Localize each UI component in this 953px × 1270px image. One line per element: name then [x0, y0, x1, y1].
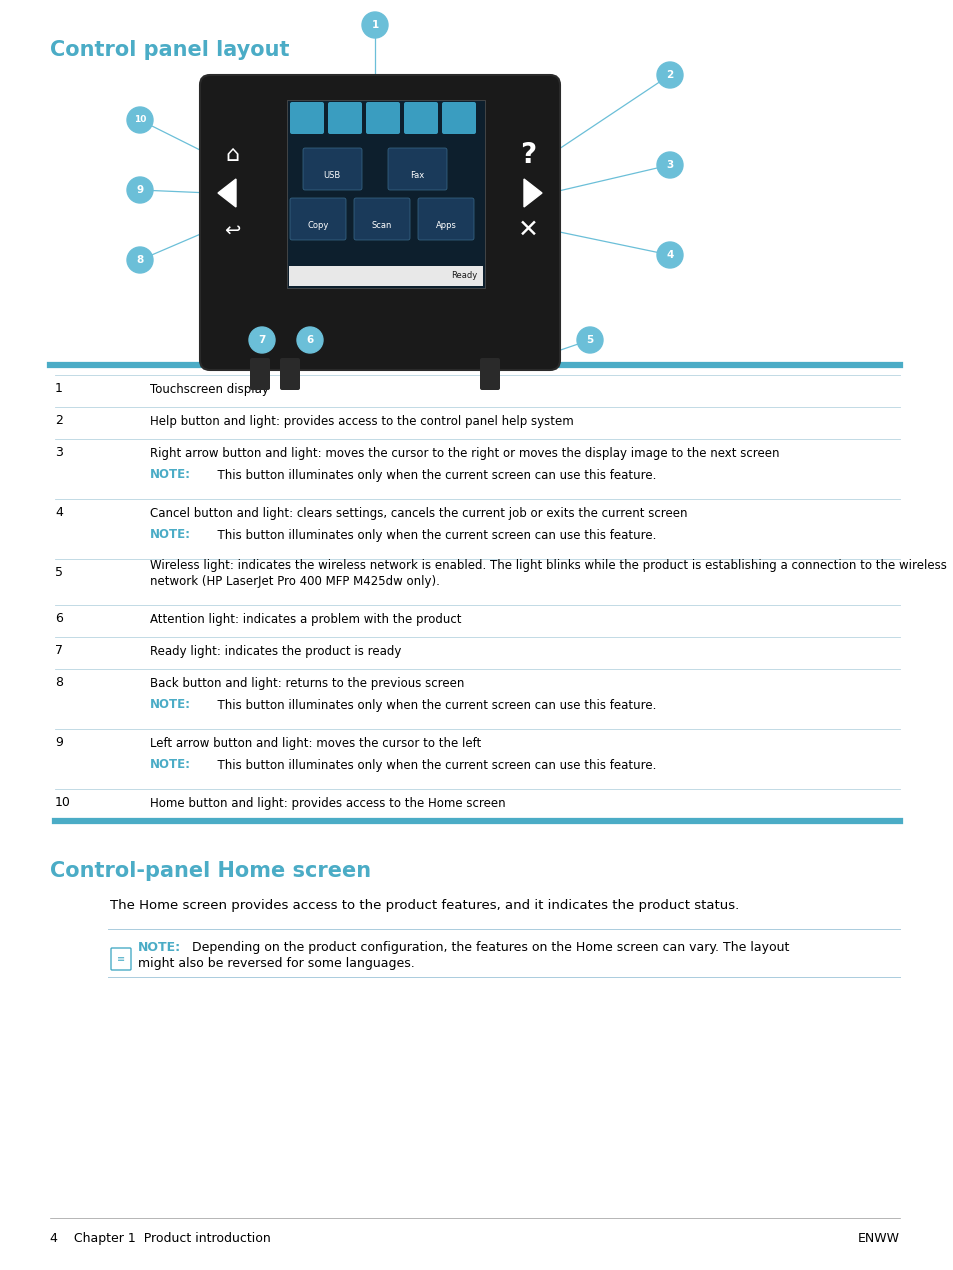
- FancyBboxPatch shape: [287, 100, 484, 288]
- Text: Scan: Scan: [372, 221, 392, 230]
- Polygon shape: [523, 179, 541, 207]
- Text: 7: 7: [258, 335, 265, 345]
- Circle shape: [296, 326, 323, 353]
- Text: Back button and light: returns to the previous screen: Back button and light: returns to the pr…: [150, 677, 464, 690]
- Text: NOTE:: NOTE:: [150, 528, 191, 541]
- Circle shape: [361, 11, 388, 38]
- Text: The Home screen provides access to the product features, and it indicates the pr: The Home screen provides access to the p…: [110, 899, 739, 912]
- Text: 1: 1: [55, 382, 63, 395]
- Text: 9: 9: [136, 185, 143, 196]
- Text: 2: 2: [666, 70, 673, 80]
- Text: might also be reversed for some languages.: might also be reversed for some language…: [138, 958, 415, 970]
- Text: 3: 3: [666, 160, 673, 170]
- Text: ENWW: ENWW: [857, 1232, 899, 1245]
- Circle shape: [657, 243, 682, 268]
- FancyBboxPatch shape: [479, 358, 499, 390]
- Text: 1: 1: [371, 20, 378, 30]
- Text: network (HP LaserJet Pro 400 MFP M425dw only).: network (HP LaserJet Pro 400 MFP M425dw …: [150, 574, 439, 588]
- Circle shape: [127, 107, 152, 133]
- Text: ↩: ↩: [224, 221, 240, 240]
- Text: 4: 4: [55, 507, 63, 519]
- Circle shape: [657, 152, 682, 178]
- FancyBboxPatch shape: [403, 102, 437, 135]
- FancyBboxPatch shape: [441, 102, 476, 135]
- Text: Cancel button and light: clears settings, cancels the current job or exits the c: Cancel button and light: clears settings…: [150, 507, 687, 519]
- Text: 9: 9: [55, 737, 63, 749]
- Text: USB: USB: [323, 171, 340, 180]
- Text: 8: 8: [55, 677, 63, 690]
- Text: ✕: ✕: [517, 218, 537, 243]
- FancyBboxPatch shape: [280, 358, 299, 390]
- Text: Copy: Copy: [307, 221, 329, 230]
- Text: ⌂: ⌂: [225, 145, 239, 165]
- FancyBboxPatch shape: [354, 198, 410, 240]
- Text: 4    Chapter 1  Product introduction: 4 Chapter 1 Product introduction: [50, 1232, 271, 1245]
- Text: 8: 8: [136, 255, 144, 265]
- Text: This button illuminates only when the current screen can use this feature.: This button illuminates only when the cu…: [210, 469, 656, 481]
- FancyBboxPatch shape: [289, 265, 482, 286]
- Text: Depending on the product configuration, the features on the Home screen can vary: Depending on the product configuration, …: [192, 941, 788, 954]
- Text: This button illuminates only when the current screen can use this feature.: This button illuminates only when the cu…: [210, 758, 656, 771]
- Text: 10: 10: [55, 796, 71, 809]
- Text: Attention light: indicates a problem with the product: Attention light: indicates a problem wit…: [150, 612, 461, 626]
- Text: Right arrow button and light: moves the cursor to the right or moves the display: Right arrow button and light: moves the …: [150, 447, 779, 460]
- Text: 7: 7: [55, 644, 63, 658]
- FancyBboxPatch shape: [388, 149, 447, 190]
- Text: 10: 10: [133, 116, 146, 124]
- Circle shape: [249, 326, 274, 353]
- Text: Ready: Ready: [450, 272, 476, 281]
- FancyBboxPatch shape: [250, 358, 270, 390]
- Text: Home button and light: provides access to the Home screen: Home button and light: provides access t…: [150, 796, 505, 809]
- Text: Touchscreen display: Touchscreen display: [150, 382, 269, 395]
- Text: This button illuminates only when the current screen can use this feature.: This button illuminates only when the cu…: [210, 528, 656, 541]
- Text: 4: 4: [665, 250, 673, 260]
- Text: NOTE:: NOTE:: [138, 941, 181, 954]
- Text: 2: 2: [55, 414, 63, 428]
- Text: ?: ?: [519, 141, 536, 169]
- Text: 6: 6: [55, 612, 63, 626]
- Text: NOTE:: NOTE:: [150, 698, 191, 711]
- Text: Help button and light: provides access to the control panel help system: Help button and light: provides access t…: [150, 414, 573, 428]
- Text: Ready light: indicates the product is ready: Ready light: indicates the product is re…: [150, 644, 401, 658]
- Text: Fax: Fax: [410, 171, 424, 180]
- FancyBboxPatch shape: [417, 198, 474, 240]
- Text: Left arrow button and light: moves the cursor to the left: Left arrow button and light: moves the c…: [150, 737, 480, 749]
- Text: ≡: ≡: [117, 954, 125, 964]
- Circle shape: [127, 177, 152, 203]
- FancyBboxPatch shape: [290, 102, 324, 135]
- FancyBboxPatch shape: [366, 102, 399, 135]
- FancyBboxPatch shape: [328, 102, 361, 135]
- Circle shape: [577, 326, 602, 353]
- Text: 3: 3: [55, 447, 63, 460]
- Text: 5: 5: [586, 335, 593, 345]
- FancyBboxPatch shape: [290, 198, 346, 240]
- Text: Control-panel Home screen: Control-panel Home screen: [50, 861, 371, 881]
- Circle shape: [657, 62, 682, 88]
- Text: NOTE:: NOTE:: [150, 758, 191, 771]
- Text: Control panel layout: Control panel layout: [50, 39, 289, 60]
- Text: 5: 5: [55, 566, 63, 579]
- Circle shape: [127, 246, 152, 273]
- FancyBboxPatch shape: [200, 75, 559, 370]
- Polygon shape: [218, 179, 235, 207]
- Text: This button illuminates only when the current screen can use this feature.: This button illuminates only when the cu…: [210, 698, 656, 711]
- Text: Apps: Apps: [436, 221, 456, 230]
- Text: Wireless light: indicates the wireless network is enabled. The light blinks whil: Wireless light: indicates the wireless n…: [150, 559, 946, 572]
- Text: NOTE:: NOTE:: [150, 469, 191, 481]
- Text: 6: 6: [306, 335, 314, 345]
- FancyBboxPatch shape: [303, 149, 361, 190]
